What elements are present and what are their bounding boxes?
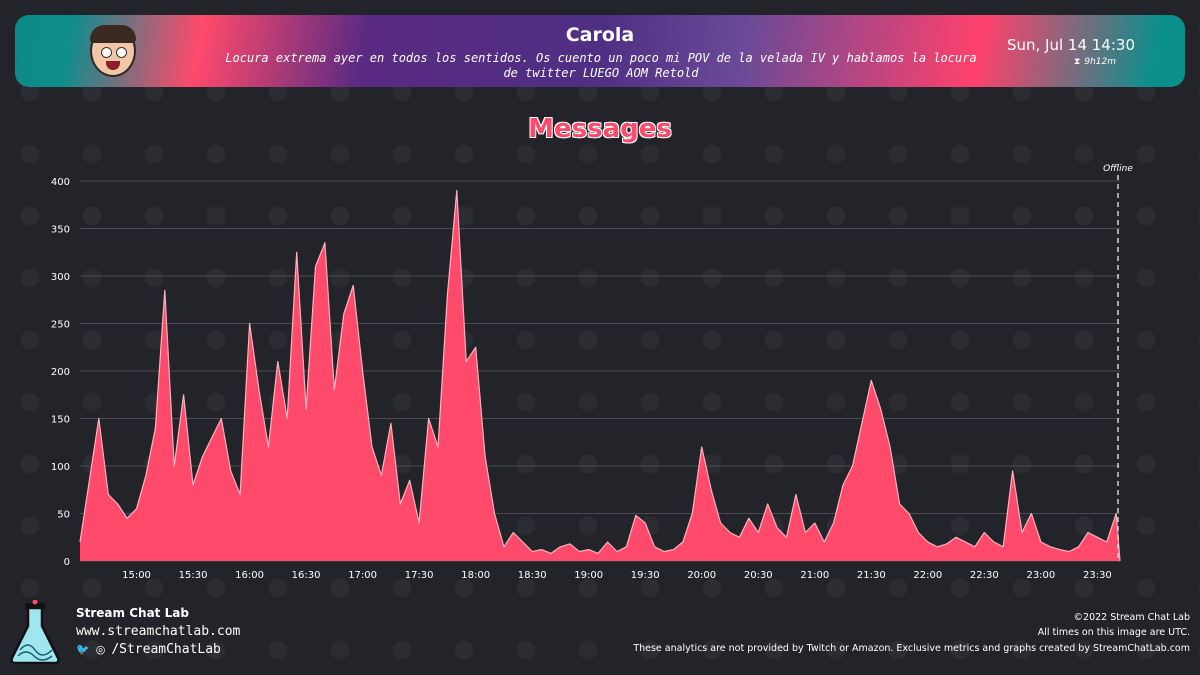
avatar-right-eye [116, 47, 127, 58]
y-tick-label: 50 [57, 510, 70, 521]
series-area [80, 190, 1120, 561]
x-tick-label: 23:00 [1026, 570, 1055, 581]
x-tick-label: 22:30 [970, 570, 999, 581]
x-tick-label: 15:30 [179, 570, 208, 581]
x-tick-label: 20:30 [744, 570, 773, 581]
duration-value: 9h12m [1084, 57, 1116, 67]
stream-duration: ⧗ 9h12m [1074, 57, 1116, 67]
y-tick-label: 0 [64, 557, 70, 568]
y-tick-label: 300 [51, 272, 70, 283]
twitter-icon[interactable]: 🐦 [76, 643, 90, 656]
x-tick-label: 18:30 [518, 570, 547, 581]
footer-utc-note: All times on this image are UTC. [1037, 627, 1190, 638]
x-tick-label: 16:00 [235, 570, 264, 581]
stream-chat-lab-logo [10, 600, 60, 665]
x-tick-label: 19:30 [631, 570, 660, 581]
x-tick-label: 18:00 [461, 570, 490, 581]
chart-title: Messages [528, 114, 672, 144]
series-line [79, 189, 1121, 562]
x-tick-label: 15:00 [122, 570, 151, 581]
stream-date: Sun, Jul 14 14:30 [1006, 36, 1135, 54]
hourglass-icon: ⧗ [1074, 57, 1081, 67]
avatar-hair [90, 25, 136, 43]
offline-label: Offline [1103, 164, 1133, 174]
y-tick-label: 400 [51, 177, 70, 188]
x-tick-label: 21:30 [857, 570, 886, 581]
x-tick-label: 20:00 [687, 570, 716, 581]
y-tick-label: 100 [51, 462, 70, 473]
footer-brand: Stream Chat Lab [76, 606, 189, 620]
y-tick-label: 150 [51, 415, 70, 426]
y-tick-label: 250 [51, 320, 70, 331]
x-tick-label: 23:30 [1083, 570, 1112, 581]
x-tick-label: 22:00 [913, 570, 942, 581]
streamer-avatar [90, 25, 136, 77]
x-tick-label: 17:00 [348, 570, 377, 581]
social-handle[interactable]: /StreamChatLab [111, 642, 221, 657]
streamer-name: Carola [565, 24, 635, 46]
y-tick-label: 200 [51, 367, 70, 378]
footer-disclaimer: These analytics are not provided by Twit… [633, 643, 1190, 654]
stream-header [15, 15, 1185, 87]
stream-title: Locura extrema ayer en todos los sentido… [225, 51, 977, 80]
footer-url[interactable]: www.streamchatlab.com [76, 624, 241, 639]
x-tick-label: 17:30 [405, 570, 434, 581]
messages-chart: 0 50 100 150 200 250 300 350 400 15:00 15:30 16:00 1… [51, 164, 1133, 581]
y-tick-label: 350 [51, 225, 70, 236]
avatar-left-eye [101, 47, 112, 58]
x-tick-label: 16:30 [292, 570, 321, 581]
x-tick-label: 19:00 [574, 570, 603, 581]
instagram-icon[interactable]: ◎ [95, 643, 106, 656]
footer-social: 🐦 ◎ /StreamChatLab [76, 642, 221, 657]
x-tick-label: 21:00 [800, 570, 829, 581]
footer-copyright: ©2022 Stream Chat Lab [1073, 612, 1190, 623]
avatar-mouth [106, 61, 120, 70]
